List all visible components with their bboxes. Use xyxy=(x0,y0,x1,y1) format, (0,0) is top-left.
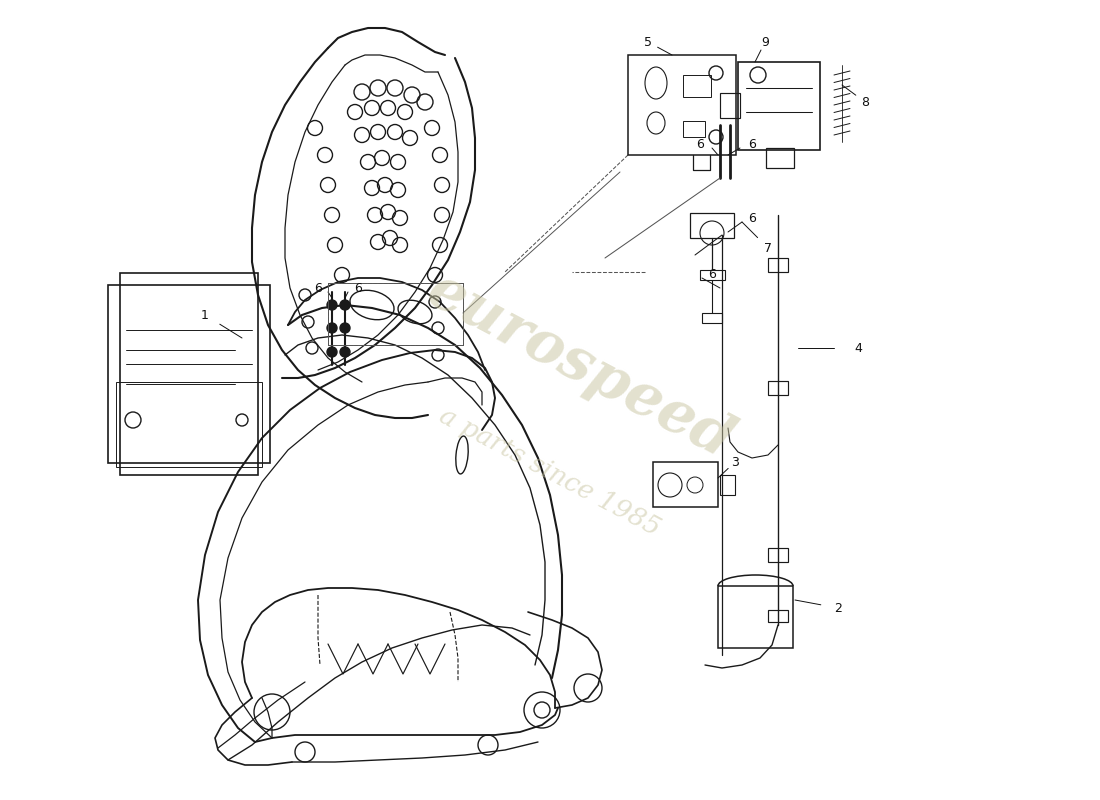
Circle shape xyxy=(327,347,337,357)
Circle shape xyxy=(327,300,337,310)
Text: 8: 8 xyxy=(861,95,869,109)
Text: 1: 1 xyxy=(201,309,209,322)
Bar xyxy=(116,382,262,467)
Text: 6: 6 xyxy=(315,282,322,294)
Bar xyxy=(720,475,735,495)
Bar xyxy=(120,273,258,475)
Bar xyxy=(768,610,788,622)
Bar xyxy=(108,285,270,463)
Circle shape xyxy=(327,323,337,333)
Text: eurospeed: eurospeed xyxy=(418,261,742,470)
Circle shape xyxy=(340,347,350,357)
Text: 6: 6 xyxy=(748,138,756,151)
Bar xyxy=(768,548,788,562)
Text: 6: 6 xyxy=(354,282,362,294)
Bar xyxy=(328,283,463,345)
Bar xyxy=(628,55,736,155)
Text: a parts since 1985: a parts since 1985 xyxy=(436,403,664,541)
Bar xyxy=(683,75,711,97)
Text: 6: 6 xyxy=(708,269,716,282)
Bar xyxy=(702,313,722,323)
Circle shape xyxy=(340,300,350,310)
Bar xyxy=(690,213,734,238)
Bar xyxy=(766,148,794,168)
Circle shape xyxy=(340,323,350,333)
Bar xyxy=(653,462,718,507)
Bar xyxy=(720,93,740,118)
Bar xyxy=(700,270,725,280)
Text: 9: 9 xyxy=(761,35,769,49)
Bar xyxy=(738,62,820,150)
Text: 7: 7 xyxy=(764,242,772,254)
Bar xyxy=(718,586,793,648)
Text: 2: 2 xyxy=(834,602,842,614)
Text: 3: 3 xyxy=(732,455,739,469)
Text: 4: 4 xyxy=(854,342,862,354)
Bar xyxy=(683,121,705,137)
Bar xyxy=(768,258,788,272)
Text: 6: 6 xyxy=(696,138,704,151)
Bar xyxy=(328,283,463,345)
Text: 5: 5 xyxy=(644,35,652,49)
Bar xyxy=(768,381,788,395)
Text: 6: 6 xyxy=(748,211,756,225)
